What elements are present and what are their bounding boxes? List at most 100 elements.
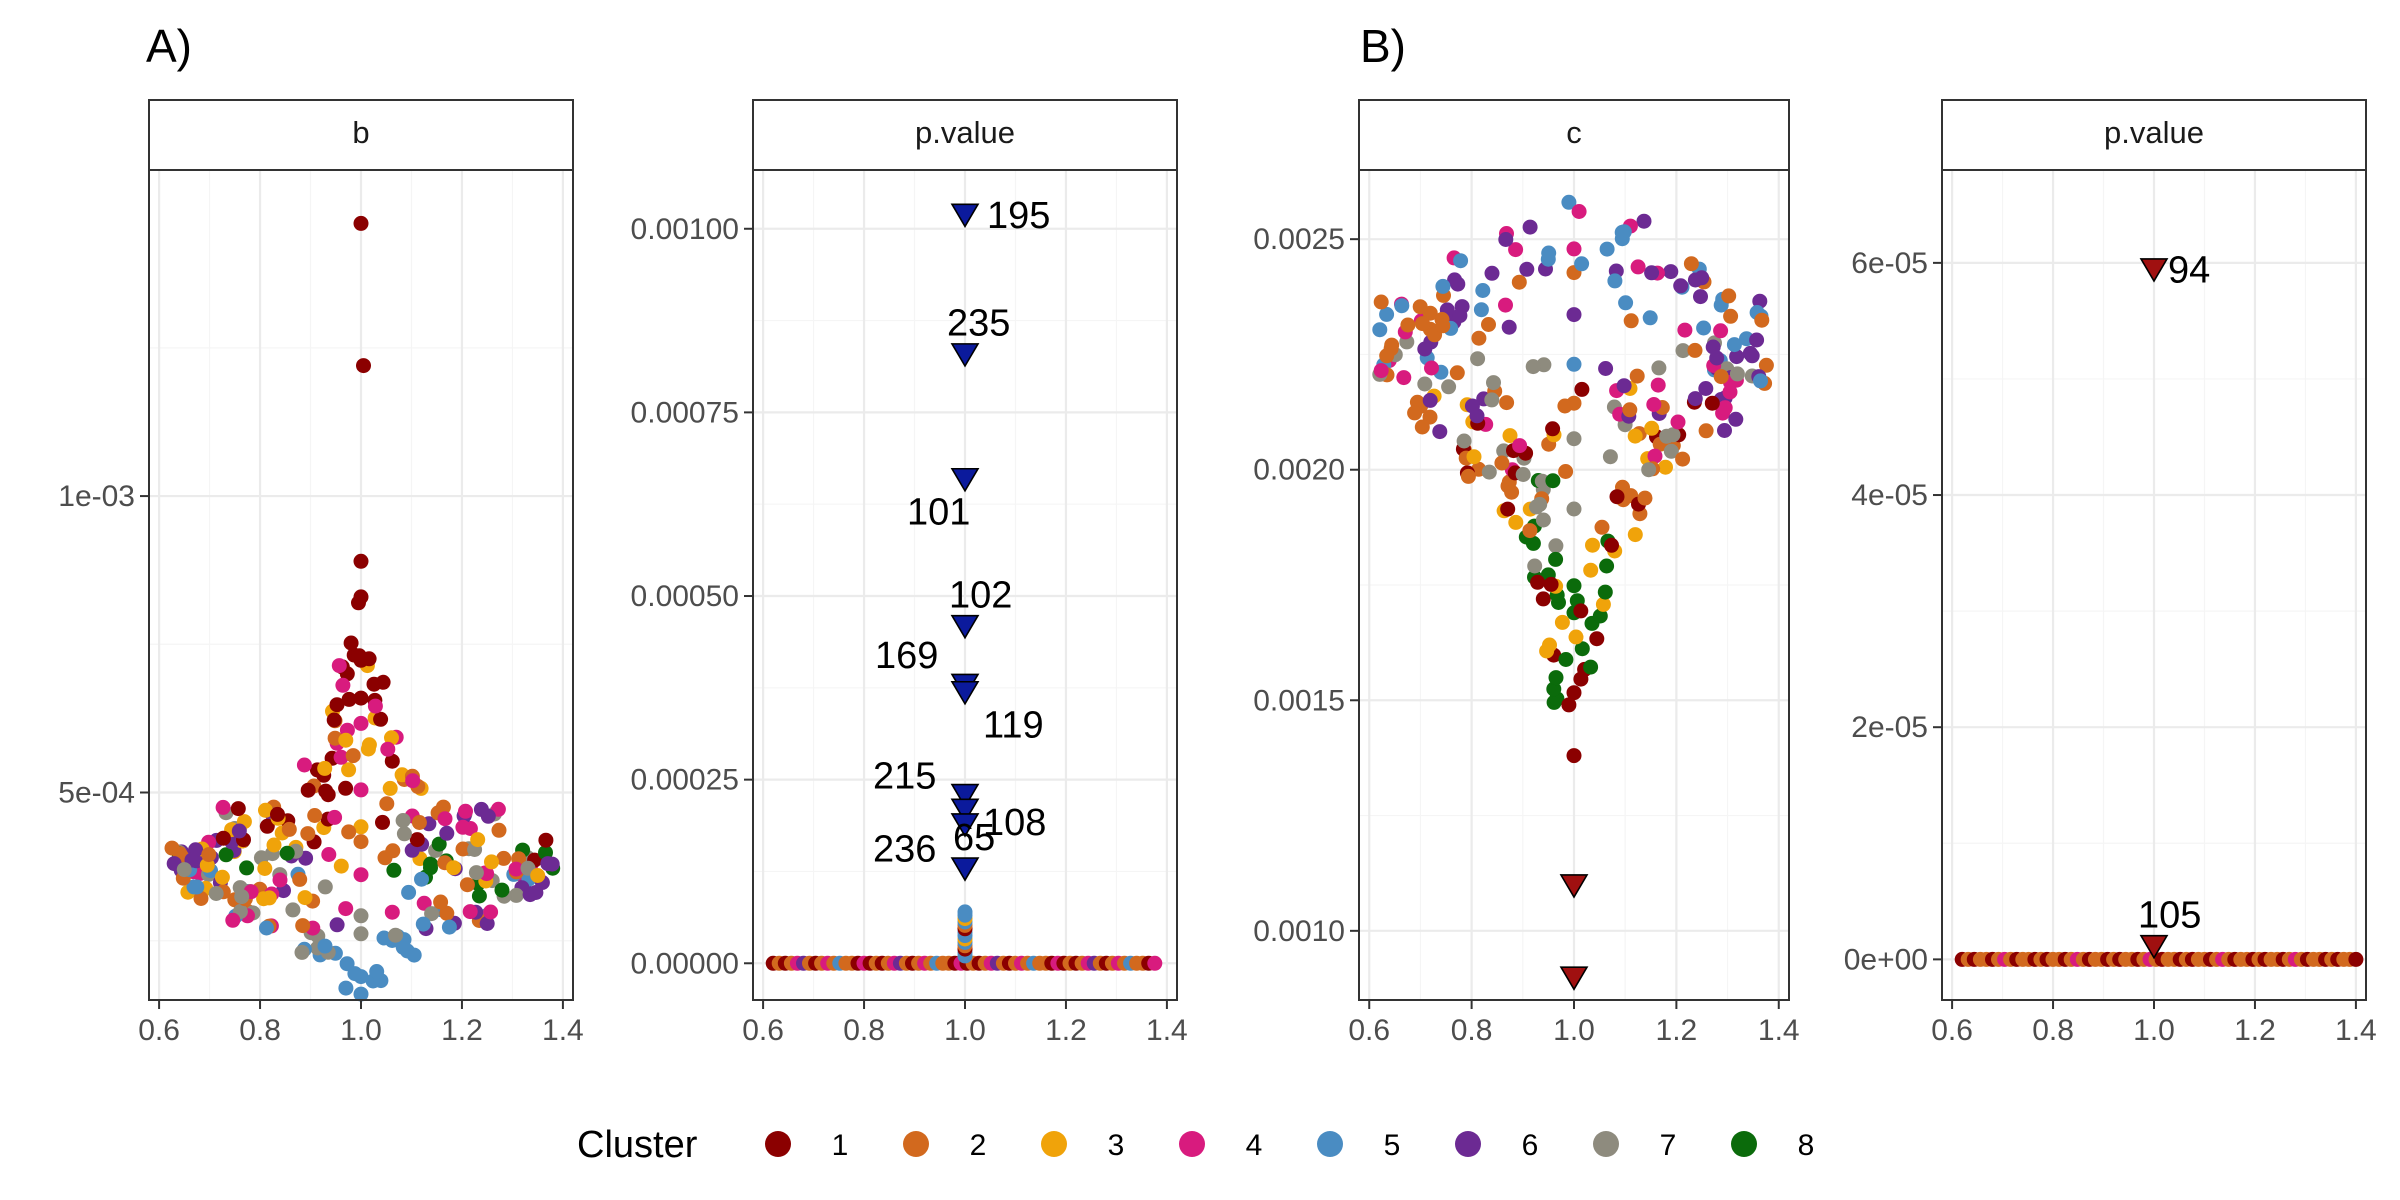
significant-marker [1559,874,1589,899]
point-label: 215 [873,755,936,797]
data-point [491,822,507,838]
x-tick-label: 1.2 [1656,1014,1698,1047]
x-tick-label: 1.4 [1146,1014,1188,1047]
data-point [164,840,180,856]
data-point [1396,370,1412,386]
data-point [1709,350,1725,366]
data-point [201,847,217,863]
data-point [1460,468,1476,484]
data-point [385,843,401,859]
data-point [1373,294,1389,310]
data-point [1571,204,1587,219]
data-point [338,732,354,748]
data-point [1372,322,1388,338]
data-point [353,553,369,569]
data-point [375,814,390,830]
x-tick-label: 1.2 [441,1014,483,1047]
data-point [1475,283,1491,298]
data-point [225,912,241,928]
panel-tag-a: A) [146,20,192,72]
data-point [395,813,411,828]
data-point [367,698,383,714]
data-point [1752,293,1768,309]
data-point [331,658,347,674]
data-point [1629,368,1645,384]
data-point [1574,641,1590,657]
data-point [1693,289,1708,305]
significant-marker [950,857,980,882]
data-point [285,902,301,918]
data-point [1566,307,1582,323]
facet-strip [752,99,1178,171]
data-point [353,908,369,924]
data-point [1447,272,1463,288]
data-point [1650,377,1666,393]
data-point [1642,310,1658,326]
data-point [341,691,357,707]
data-point [1604,537,1619,553]
data-point [494,882,510,898]
data-point [386,862,402,878]
data-point [1548,670,1564,686]
data-point [321,847,337,862]
data-point [1415,316,1430,332]
data-point [1481,317,1496,332]
data-point [1522,219,1538,235]
data-point [409,832,425,848]
data-point [1566,241,1582,257]
data-point [1597,584,1613,600]
data-point [1435,318,1451,334]
data-point [317,760,333,776]
facet-panels: b 0.6 0.8 1.0 1.2 1.4 5e-04 1e-03 195 235 101 102 16… [58,99,2377,1047]
data-point [208,886,224,901]
x-tick-label: 1.2 [2234,1014,2276,1047]
data-point [1554,614,1570,630]
data-point [1529,499,1544,515]
data-point [1673,278,1689,294]
data-point [1486,375,1501,391]
legend-title: Cluster [577,1124,698,1166]
data-point [1592,608,1608,624]
x-axis: 0.6 0.8 1.0 1.2 1.4 [742,1000,1188,1047]
x-tick-label: 0.6 [138,1014,180,1047]
data-point [1696,320,1712,336]
data-point [338,901,354,917]
data-point [215,830,231,846]
data-point [1574,381,1590,397]
data-point [1622,402,1638,418]
data-point [1641,462,1657,478]
data-point [1704,395,1720,411]
data-point [399,943,415,959]
facet-strip [1941,99,2367,171]
x-tick-label: 1.0 [2133,1014,2175,1047]
data-point [1558,652,1574,667]
data-point [1561,697,1577,713]
data-point [1598,361,1614,376]
data-point [1147,955,1163,971]
y-tick-label: 0.0010 [1253,915,1345,948]
data-point [414,871,429,887]
data-point [353,782,369,798]
data-point [296,757,312,773]
data-point [1728,411,1744,427]
data-point [1670,414,1686,430]
panel-tag-b: B) [1360,20,1406,72]
data-point [292,871,308,887]
points [765,904,1163,971]
facet-strip [1358,99,1790,171]
data-point [256,891,272,907]
data-point [1637,490,1653,506]
data-point [1589,631,1605,647]
data-point [1566,748,1582,764]
data-point [384,904,400,920]
data-point [1558,464,1574,479]
data-point [1729,366,1745,382]
data-point [353,819,369,835]
x-tick-label: 1.4 [542,1014,584,1047]
data-point [353,926,369,942]
data-point [353,215,369,231]
data-point [1499,395,1515,411]
data-point [1585,537,1600,553]
data-point [270,806,285,822]
facet-strip-label: b [352,115,369,150]
